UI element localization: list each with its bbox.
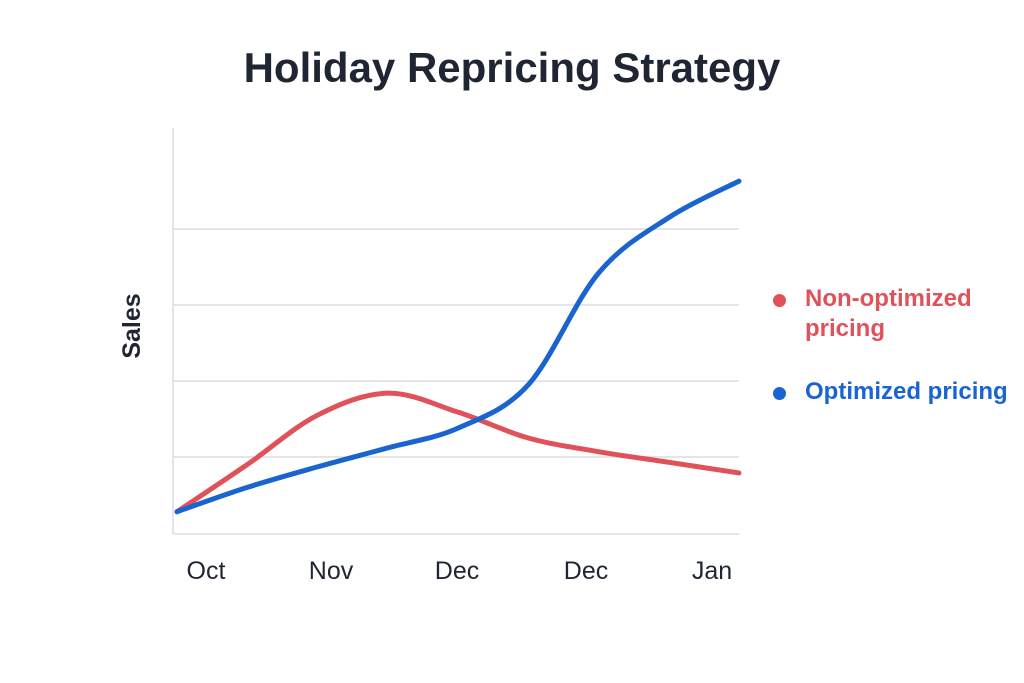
series-line-optimized [174,178,742,515]
x-tick-label: Oct [187,557,226,585]
x-tick-label: Dec [564,557,608,585]
legend-label-non-optimized: Non-optimized pricing [805,285,972,342]
legend-label-optimized: Optimized pricing [805,378,1008,405]
y-axis-label: Sales [118,293,146,358]
x-tick-label: Nov [309,557,354,585]
x-tick-label: Dec [435,557,479,585]
chart-title: Holiday Repricing Strategy [243,44,781,91]
legend-marker-optimized [773,387,786,400]
series-line-non-optimized [174,390,742,515]
legend-marker-non-optimized [773,294,786,307]
x-tick-label: Jan [692,557,732,585]
